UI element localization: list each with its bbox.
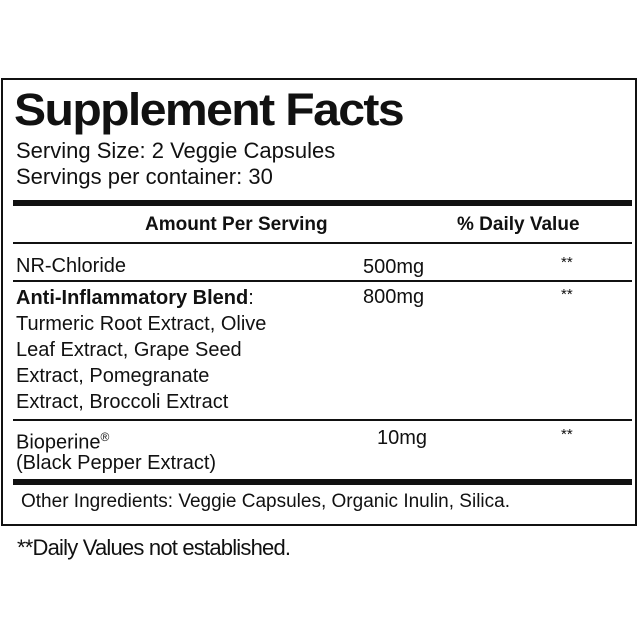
divider [13,242,632,244]
servings-per-container: Servings per container: 30 [16,164,273,189]
ingredient-daily-value: ** [561,286,573,303]
blend-component-line: Leaf Extract, Grape Seed [16,339,242,361]
ingredient-daily-value: ** [561,254,573,271]
panel-title: Supplement Facts [14,84,405,135]
ingredient-amount: 800mg [363,286,425,308]
blend-component-line: Extract, Pomegranate [16,365,210,387]
amount-per-serving-header: Amount Per Serving [145,214,328,235]
divider [13,280,632,282]
supplement-facts-panel [1,78,637,526]
footnote: **Daily Values not established. [17,535,291,560]
ingredient-daily-value: ** [561,426,573,443]
thick-divider [13,200,632,206]
thick-divider [13,479,632,485]
daily-value-header: % Daily Value [457,214,580,235]
ingredient-description: (Black Pepper Extract) [16,452,217,474]
blend-component-line: Turmeric Root Extract, Olive [16,313,267,335]
ingredient-name: Anti-Inflammatory Blend: [16,287,254,309]
ingredient-amount: 10mg [377,427,428,449]
other-ingredients: Other Ingredients: Veggie Capsules, Orga… [21,491,510,512]
serving-size: Serving Size: 2 Veggie Capsules [16,138,336,163]
ingredient-name: NR-Chloride [16,255,127,277]
ingredient-amount: 500mg [363,256,425,278]
blend-component-line: Extract, Broccoli Extract [16,391,229,413]
divider [13,419,632,421]
ingredient-name: Bioperine® [16,430,110,454]
